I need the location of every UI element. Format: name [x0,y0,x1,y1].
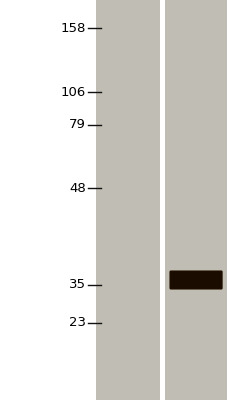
Text: 23: 23 [69,316,85,330]
Text: 35: 35 [69,278,85,292]
Text: 48: 48 [69,182,85,194]
FancyBboxPatch shape [169,270,222,290]
Text: 106: 106 [60,86,85,98]
Bar [165,0,227,400]
Bar [95,0,159,400]
Text: 79: 79 [69,118,85,132]
Text: 158: 158 [60,22,85,34]
